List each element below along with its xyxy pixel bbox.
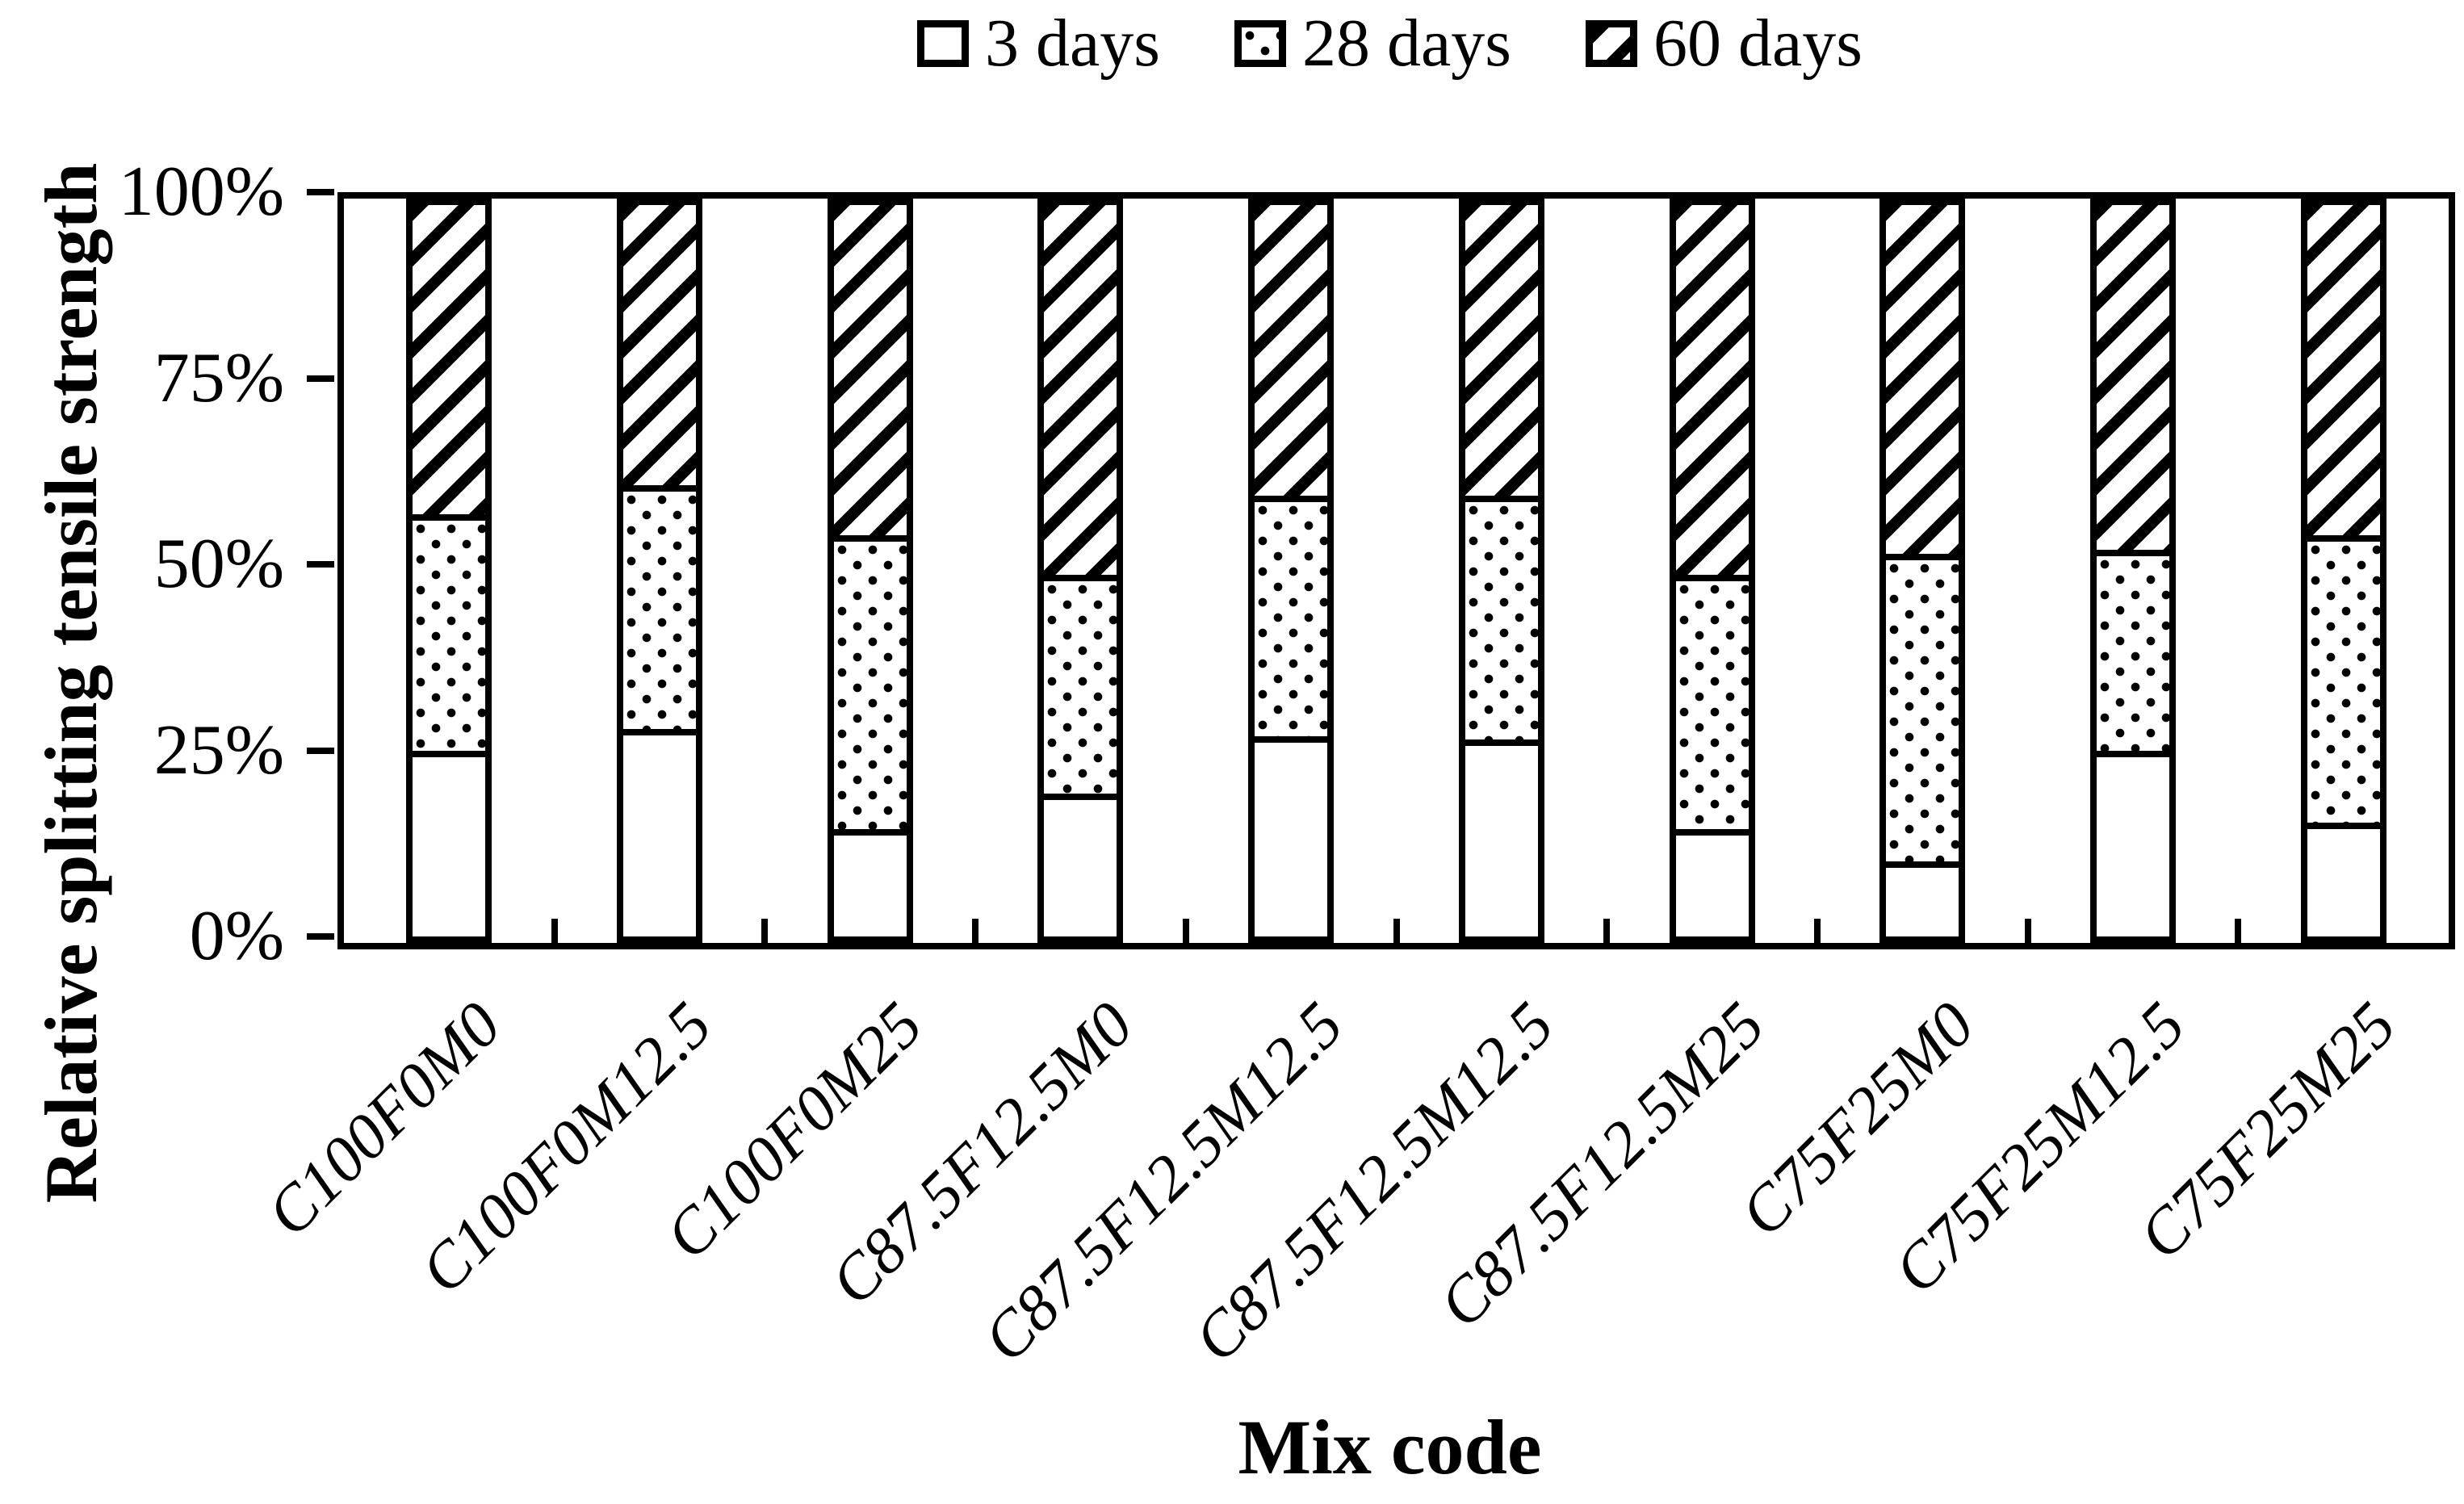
bar-segment-3-days — [1255, 742, 1328, 936]
x-axis-boundary-tick — [1813, 919, 1821, 943]
legend-swatch-dotted-icon — [1234, 20, 1286, 67]
bar-segment-3-days — [2307, 828, 2380, 936]
bar-C100F0M12.5 — [617, 199, 703, 943]
legend-label: 60 days — [1653, 6, 1863, 81]
bar-segment-28-days — [623, 492, 697, 735]
y-axis-tick — [307, 933, 334, 940]
y-axis-tick — [307, 189, 334, 195]
legend-swatch-solid-white-icon — [917, 20, 970, 67]
bar-segment-3-days — [1675, 836, 1749, 936]
chart-legend: 3 days 28 days 60 days — [337, 5, 2442, 82]
bar-C100F0M25 — [827, 199, 913, 943]
x-axis-boundary-tick — [2024, 919, 2031, 943]
bar-segment-60-days — [1044, 205, 1117, 582]
legend-label: 28 days — [1302, 6, 1511, 81]
bar-C75F25M25 — [2300, 199, 2386, 943]
bar-C87.5F12.5M25 — [1669, 199, 1755, 943]
bar-C87.5F12.5M12.5 — [1248, 199, 1335, 943]
bar-segment-3-days — [413, 756, 486, 936]
bar-segment-28-days — [1675, 581, 1749, 836]
x-axis-boundary-tick — [1182, 919, 1189, 943]
y-tick-label: 100% — [118, 153, 284, 231]
x-label-C75F25M25: C75F25M25 — [2031, 989, 2409, 1272]
bar-segment-3-days — [1044, 799, 1117, 936]
y-tick-label: 75% — [153, 338, 284, 417]
x-axis-title: Mix code — [1238, 1404, 1542, 1490]
x-axis-boundary-tick — [972, 919, 979, 943]
bar-segment-60-days — [833, 205, 907, 543]
x-axis-boundary-tick — [761, 919, 769, 943]
bar-segment-3-days — [623, 735, 697, 936]
bar-segment-3-days — [833, 836, 907, 936]
legend-item-60-days: 60 days — [1585, 6, 1863, 81]
y-axis-tick — [307, 375, 334, 382]
bar-segment-28-days — [1044, 581, 1117, 800]
x-axis-boundary-tick — [551, 919, 558, 943]
y-tick-label: 50% — [153, 525, 284, 603]
bar-segment-60-days — [623, 205, 697, 492]
legend-label: 3 days — [985, 6, 1160, 81]
bar-C75F25M12.5 — [2089, 199, 2176, 943]
bar-segment-28-days — [1255, 502, 1328, 743]
bar-segment-60-days — [413, 205, 486, 521]
bar-segment-3-days — [1465, 746, 1538, 936]
bar-segment-28-days — [2307, 542, 2380, 829]
y-tick-label: 0% — [189, 897, 284, 975]
bar-C87.5F12.5M12.5 — [1458, 199, 1544, 943]
bar-segment-28-days — [1465, 502, 1538, 747]
bar-segment-60-days — [2307, 205, 2380, 543]
bar-segment-28-days — [833, 542, 907, 836]
y-axis-title: Relative splitting tensile strength — [30, 162, 112, 1204]
bar-segment-3-days — [2096, 756, 2169, 936]
bar-segment-3-days — [1886, 868, 1959, 936]
bar-C75F25M0 — [1879, 199, 1966, 943]
bar-segment-28-days — [2096, 556, 2169, 757]
bar-segment-60-days — [1465, 205, 1538, 503]
x-label-text: C75F25M25 — [2125, 989, 2410, 1273]
y-tick-label: 25% — [153, 710, 284, 790]
y-axis-tick — [307, 747, 334, 754]
bar-segment-60-days — [1255, 205, 1328, 503]
plot-area — [337, 192, 2455, 949]
x-axis-boundary-tick — [1603, 919, 1611, 943]
x-axis-boundary-tick — [1393, 919, 1400, 943]
y-axis-tick — [307, 561, 334, 568]
x-axis-boundary-tick — [2235, 919, 2242, 943]
bar-segment-28-days — [1886, 559, 1959, 869]
bar-C100F0M0 — [406, 199, 492, 943]
bar-segment-60-days — [2096, 205, 2169, 557]
legend-swatch-diagonal-hatch-icon — [1585, 20, 1637, 67]
legend-item-3-days: 3 days — [917, 10, 1160, 78]
bar-segment-28-days — [413, 520, 486, 757]
legend-item-28-days: 28 days — [1234, 10, 1511, 78]
bar-segment-60-days — [1675, 205, 1749, 582]
bar-segment-60-days — [1886, 205, 1959, 560]
bar-C87.5F12.5M0 — [1037, 199, 1124, 943]
